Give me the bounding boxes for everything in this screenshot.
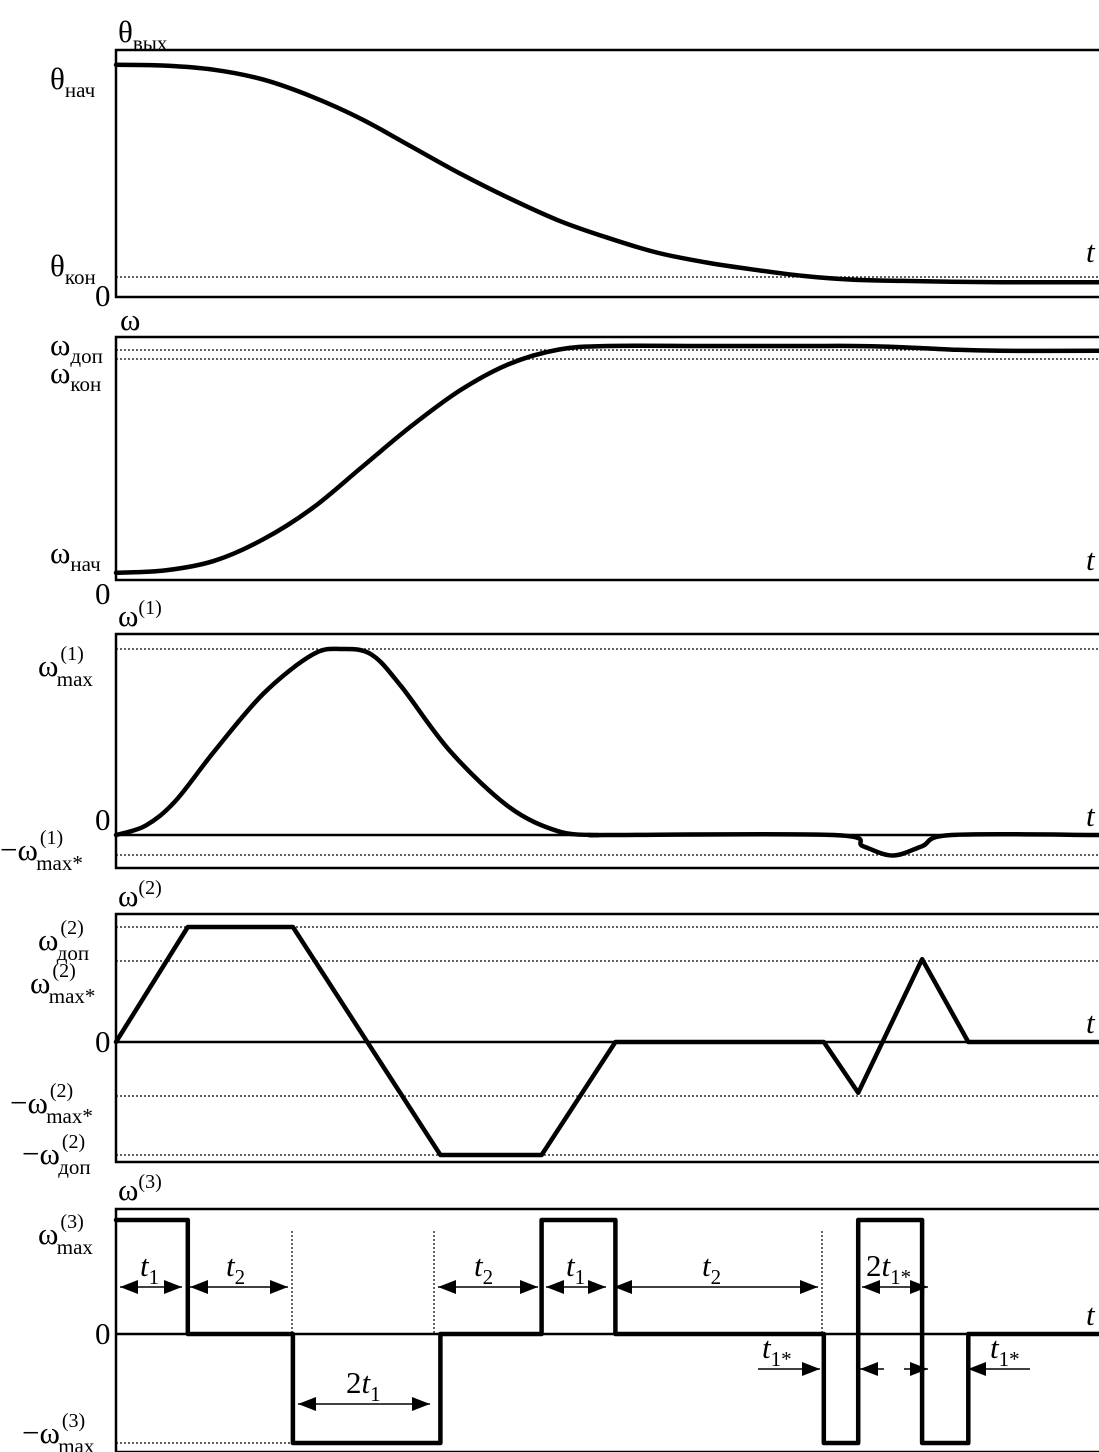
- label-t2-c: t2: [702, 1248, 721, 1289]
- label-t1-a: t1: [140, 1248, 159, 1289]
- dim-t2-b: [438, 1280, 538, 1294]
- label-2t1: 2t1: [346, 1365, 381, 1406]
- dim-t1-a: [120, 1280, 182, 1294]
- panel-omega-frame: [114, 335, 1099, 582]
- panel-omega1-frame: [114, 632, 1099, 870]
- omega-axis-label: ω: [120, 302, 140, 337]
- dim-t1-b: [546, 1280, 606, 1294]
- label-t2-b: t2: [474, 1248, 493, 1289]
- theta-t-label: t: [1086, 234, 1096, 269]
- omega-t-label: t: [1086, 542, 1096, 577]
- omega1-zero-tick: 0: [95, 802, 111, 837]
- omega1-axis-label: ω(1): [118, 597, 162, 633]
- omega2-axis-label: ω(2): [118, 877, 162, 913]
- theta-curve: [113, 62, 1099, 285]
- omega1-t-label: t: [1086, 798, 1096, 833]
- omega2-neg-dop-tick: −ω (2) доп: [22, 1131, 91, 1179]
- omega1-curve: [113, 646, 1099, 858]
- dim-t1star-b: [904, 1362, 1030, 1376]
- dim-t2-c: [614, 1280, 818, 1294]
- dim-t1star-a: [758, 1362, 884, 1376]
- dim-2t1: [298, 1397, 430, 1411]
- omega3-axis-label: ω(3): [118, 1171, 162, 1207]
- theta-zero-tick: 0: [95, 278, 111, 313]
- dim-t2-a: [190, 1280, 288, 1294]
- panel-theta: θвых θнач θкон 0 t: [50, 14, 1099, 313]
- omega3-max-tick: ω (3) max: [38, 1211, 93, 1259]
- panel-theta-frame: [114, 48, 1099, 299]
- label-2t1star: 2t1*: [866, 1248, 911, 1289]
- label-t1-b: t1: [566, 1248, 585, 1289]
- omega3-neg-max-tick: −ω (3) max: [22, 1410, 95, 1452]
- omega-kon-tick: ωкон: [50, 355, 101, 396]
- omega-curve: [113, 343, 1099, 576]
- omega2-curve: [113, 924, 1099, 1158]
- omega-nach-tick: ωнач: [50, 535, 101, 576]
- omega2-dop-tick: ω (2) доп: [38, 917, 89, 965]
- theta-axis-label: θвых: [118, 14, 168, 55]
- panel-omega1: ω(1) ω (1) max 0 −ω (1) max* t: [0, 597, 1099, 875]
- panel-omega2: ω(2) ω (2) доп ω (2) max* 0 −ω (2) max* −ω (2) д…: [10, 877, 1099, 1179]
- label-t2-a: t2: [226, 1248, 245, 1289]
- dim-2t1star: [862, 1280, 928, 1294]
- panel-omega3: ω(3) ω (3) max 0 −ω (3) max t t1 t2 2t1 t2 t…: [22, 1171, 1099, 1452]
- omega2-t-label: t: [1086, 1005, 1096, 1040]
- panel-omega2-frame: [114, 912, 1099, 1164]
- theta-kon-tick: θкон: [50, 248, 96, 289]
- theta-nach-tick: θнач: [50, 61, 96, 102]
- omega2-zero-tick: 0: [95, 1024, 111, 1059]
- panel-omega: ω ωдоп ωкон ωнач 0 t: [50, 302, 1099, 611]
- omega3-t-label: t: [1086, 1297, 1096, 1332]
- omega2-maxstar-tick: ω (2) max*: [30, 960, 95, 1008]
- omega2-neg-maxstar-tick: −ω (2) max*: [10, 1080, 93, 1128]
- omega-zero-tick: 0: [95, 576, 111, 611]
- omega3-curve: [113, 1217, 1099, 1446]
- panel-omega3-frame: [114, 1207, 1099, 1452]
- omega3-zero-tick: 0: [95, 1316, 111, 1351]
- omega1-max-tick: ω (1) max: [38, 643, 93, 691]
- omega1-maxstar-tick: −ω (1) max*: [0, 827, 83, 875]
